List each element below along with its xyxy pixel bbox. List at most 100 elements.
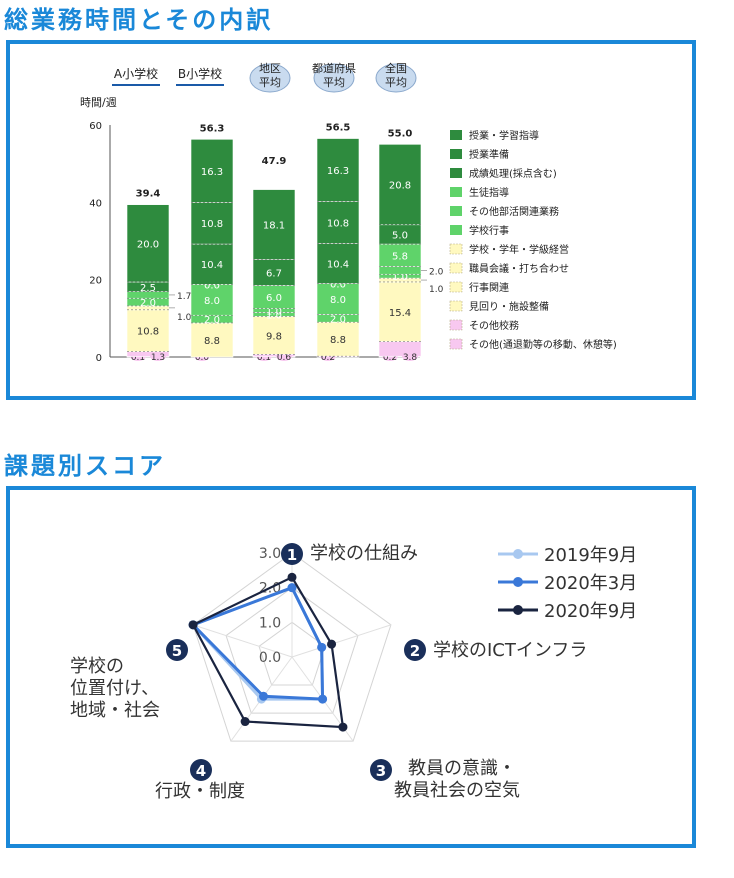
legend-swatch — [450, 130, 462, 140]
category-label: 都道府県 — [312, 61, 356, 75]
legend-label: その他部活関連業務 — [469, 205, 559, 218]
legend-label: その他(通退勤等の移動、休憩等) — [469, 338, 617, 351]
radar-point — [287, 572, 297, 582]
segment-value-label: 8.8 — [204, 336, 220, 347]
segment-value-label: 10.8 — [201, 219, 223, 230]
segment-value-label: 3.8 — [403, 353, 418, 363]
legend-label: その他校務 — [469, 319, 519, 332]
legend-label: 2019年9月 — [544, 545, 637, 566]
segment-value-label: 6.7 — [266, 269, 282, 280]
axis-number: 4 — [196, 762, 206, 780]
segment-value-label: 6.0 — [266, 293, 282, 304]
axis-number-badge — [404, 639, 426, 661]
segment-value-label: 5.0 — [392, 230, 408, 241]
radar-axis-label: 位置付け、 — [70, 678, 159, 699]
segment-value-label: 15.4 — [389, 308, 411, 319]
axis-number: 5 — [172, 642, 182, 660]
small-value-marker — [150, 351, 166, 361]
segment-value-label: 1.0 — [266, 310, 282, 321]
legend-swatch — [450, 187, 462, 197]
legend-label: 成績処理(採点含む) — [469, 167, 557, 180]
legend-label: 職員会議・打ち合わせ — [469, 262, 569, 275]
segment-value-label: 8.0 — [330, 295, 346, 306]
bar-segment — [190, 202, 234, 245]
axis-number: 1 — [287, 546, 297, 564]
segment-value-label: 9.8 — [266, 331, 282, 342]
radar-point — [188, 620, 198, 630]
segment-value-label: 1.0 — [177, 313, 192, 323]
legend-swatch — [450, 225, 462, 235]
segment-value-label: 16.3 — [327, 166, 349, 177]
category-label: B小学校 — [178, 66, 222, 81]
segment-value-label: 0.0 — [330, 280, 346, 291]
legend-label: 行事関連 — [469, 281, 509, 294]
y-tick-label: 40 — [89, 198, 102, 209]
bar-segment — [316, 283, 360, 315]
legend-label: 学校行事 — [469, 224, 509, 237]
bar-segment — [190, 139, 234, 203]
legend-marker — [513, 549, 523, 559]
section-title-score: 課題別スコア — [4, 452, 166, 480]
legend-label: 生徒指導 — [469, 186, 509, 199]
radar-axis-label: 学校のICTインフラ — [433, 640, 587, 661]
category-label: 地区 — [259, 62, 281, 75]
bar-segment — [316, 138, 360, 202]
category-bubble — [313, 63, 355, 93]
segment-value-label: 10.8 — [327, 218, 349, 229]
radar-axis-label: 学校の — [70, 656, 124, 677]
radar-axis-label: 学校の仕組み — [310, 543, 418, 564]
axis-number: 2 — [410, 642, 420, 660]
segment-value-label: 2.0 — [429, 267, 444, 277]
category-label: 平均 — [259, 76, 281, 89]
category-label: 平均 — [385, 76, 407, 89]
bar-segment — [316, 201, 360, 244]
segment-value-label: 18.1 — [263, 221, 285, 232]
radar-axis-label: 教員の意識・ — [408, 758, 516, 779]
segment-value-label: 1.0 — [266, 307, 282, 318]
axis-number: 3 — [376, 762, 386, 780]
segment-value-label: 1.3 — [151, 353, 165, 363]
bar-total-label: 56.5 — [326, 123, 351, 134]
segment-value-label: 10.4 — [201, 260, 223, 271]
radar-point — [240, 717, 250, 727]
radar-tick-label: 3.0 — [259, 546, 281, 562]
y-tick-label: 60 — [89, 121, 102, 132]
bar-segment — [190, 243, 234, 285]
radar-spoke — [192, 624, 293, 658]
segment-value-label: 0.6 — [277, 353, 292, 363]
axis-number-badge — [166, 639, 188, 661]
radar-axis-label: 教員社会の空気 — [394, 780, 520, 801]
axis-number-badge — [370, 759, 392, 781]
radar-point — [258, 691, 268, 701]
bar-segment — [190, 284, 234, 316]
segment-value-label: 8.0 — [204, 296, 220, 307]
radar-tick-label: 1.0 — [259, 615, 281, 631]
category-label: A小学校 — [114, 66, 158, 81]
segment-value-label: 0.0 — [195, 353, 210, 363]
segment-value-label: 0.2 — [321, 353, 335, 363]
bar-segment — [190, 322, 234, 358]
legend-swatch — [449, 338, 463, 350]
legend-label: 授業準備 — [469, 148, 509, 161]
bar-segment — [252, 259, 296, 286]
small-value-marker — [402, 351, 418, 361]
section-title-total-hours: 総業務時間とその内訳 — [4, 6, 274, 34]
category-bubble — [249, 63, 291, 93]
score-panel: 0.0 1.0 2.0 3.0 1 学校の仕組み 2 学校のICTインフラ 3 教員の意識・ 教員社… — [6, 486, 696, 848]
legend-swatch — [449, 319, 463, 331]
legend-label: 見回り・施設整備 — [469, 300, 549, 313]
radar-point — [318, 694, 328, 704]
segment-value-label: 8.8 — [330, 335, 346, 346]
bar-segment — [378, 266, 422, 275]
y-axis-unit: 時間/週 — [80, 96, 117, 109]
total-hours-panel: 時間/週 0 20 40 60 A小学校 B小学校 地区 平均 都道府県 平均 全国 平均 0.1 1.3 1… — [6, 40, 696, 400]
radar-point — [317, 642, 327, 652]
bar-segment — [126, 309, 170, 352]
axis-number-badge — [281, 543, 303, 565]
segment-value-label: 20.8 — [389, 181, 411, 192]
legend-swatch — [449, 243, 463, 255]
category-label: 全国 — [385, 61, 407, 75]
segment-value-label: 0.2 — [383, 353, 397, 363]
